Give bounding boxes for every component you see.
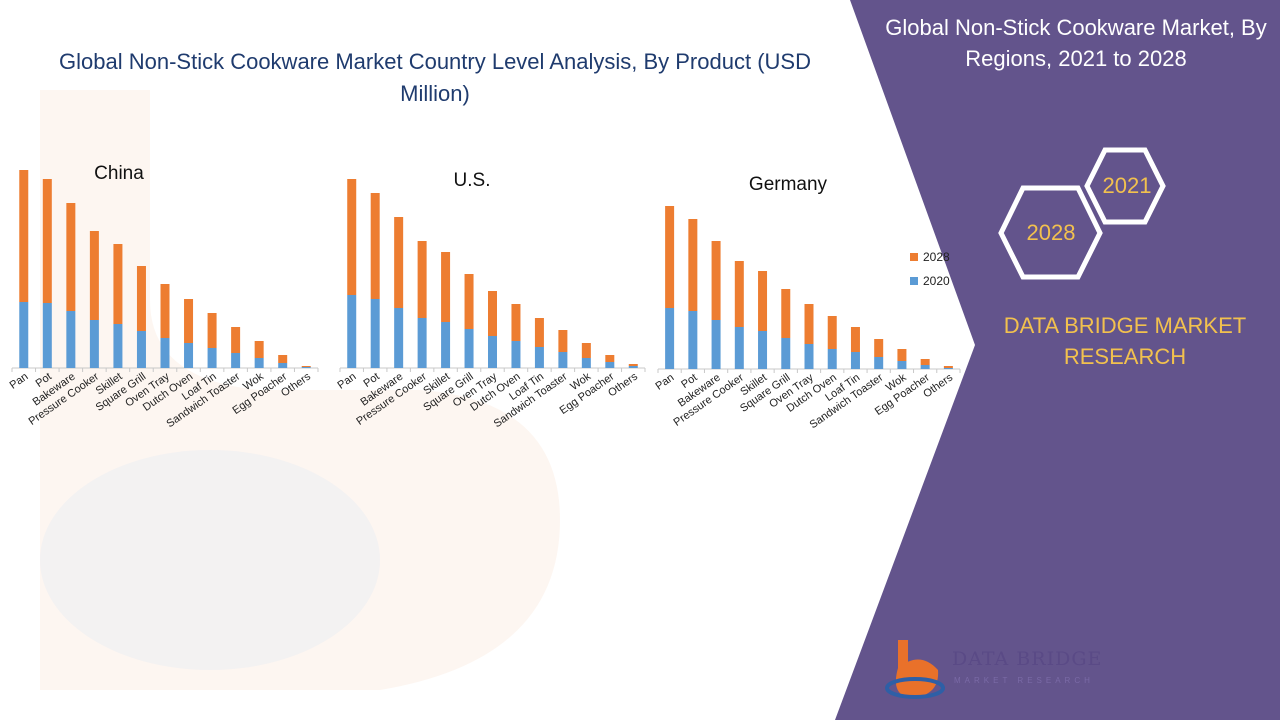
u-s--bar-sandwich-toaster-2020 [558, 352, 568, 368]
germany-bar-others-2020 [943, 368, 953, 369]
legend-label-2028: 2028 [923, 250, 950, 264]
chart-main-title: Global Non-Stick Cookware Market Country… [59, 49, 811, 106]
china-bar-skillet-2020 [113, 324, 123, 368]
u-s--bar-oven-tray-2020 [488, 336, 497, 368]
logo-text: DATA BRIDGE [952, 648, 1103, 670]
china-bar-pot-2028 [42, 179, 52, 303]
u-s--bar-oven-tray-2028 [488, 291, 497, 336]
germany-bar-wok-2028 [897, 349, 907, 361]
u-s--bar-bakeware-2028 [394, 217, 404, 308]
germany-bar-wok-2020 [897, 361, 907, 369]
germany-bar-others-2028 [943, 366, 953, 368]
u-s--bar-loaf-tin-2020 [534, 347, 544, 368]
china-bar-pan-2028 [19, 170, 29, 302]
logo-subtext: MARKET RESEARCH [954, 676, 1094, 685]
u-s--bar-square-grill-2028 [464, 274, 474, 329]
china-bar-bakeware-2020 [66, 311, 76, 368]
u-s--bar-pot-2020 [370, 299, 380, 368]
china-bar-square-grill-2028 [136, 266, 146, 331]
germany-bar-bakeware-2028 [711, 241, 721, 320]
china-bar-sandwich-toaster-2028 [231, 327, 241, 353]
u-s--bar-loaf-tin-2028 [534, 318, 544, 347]
germany-tick-label-pan: Pan [653, 372, 676, 393]
u-s--bar-sandwich-toaster-2028 [558, 330, 568, 352]
side-panel-title: Global Non-Stick Cookware Market, By Reg… [885, 15, 1267, 71]
germany-bar-bakeware-2020 [711, 320, 721, 369]
germany-bar-pan-2020 [665, 308, 675, 369]
germany-bar-pan-2028 [665, 206, 675, 308]
china-bar-pot-2020 [42, 303, 52, 368]
u-s--bar-pressure-cooker-2020 [417, 318, 427, 368]
u-s--bar-dutch-oven-2028 [511, 304, 521, 341]
germany-bar-square-grill-2020 [781, 338, 791, 369]
china-bar-egg-poacher-2020 [278, 363, 288, 368]
logo-mark-icon [885, 640, 945, 699]
germany-bar-loaf-tin-2028 [850, 327, 860, 352]
germany-bar-loaf-tin-2020 [850, 352, 860, 369]
china-tick-label-pan: Pan [8, 371, 31, 392]
china-bar-others-2028 [301, 366, 311, 367]
germany-bar-sandwich-toaster-2020 [874, 357, 884, 369]
germany-bar-dutch-oven-2020 [827, 349, 837, 369]
china-bar-sandwich-toaster-2020 [231, 353, 241, 368]
u-s--bar-wok-2020 [581, 358, 591, 368]
u-s--bar-skillet-2020 [441, 322, 451, 368]
germany-bar-pressure-cooker-2028 [734, 261, 744, 327]
china-bar-square-grill-2020 [136, 331, 146, 368]
germany-chart-title: Germany [749, 174, 828, 195]
china-bar-egg-poacher-2028 [278, 355, 288, 363]
china-bar-dutch-oven-2028 [184, 299, 194, 343]
u-s--bar-wok-2028 [581, 343, 591, 358]
u-s--bar-others-2020 [628, 366, 638, 368]
u-s--tick-label-pan: Pan [336, 371, 359, 392]
china-bar-dutch-oven-2020 [184, 343, 194, 368]
china-chart-title: China [94, 163, 144, 184]
china-bar-bakeware-2028 [66, 203, 76, 311]
china-bar-others-2020 [301, 367, 311, 368]
legend-swatch-2020 [910, 277, 918, 285]
u-s--bar-egg-poacher-2020 [605, 362, 615, 368]
legend-label-2020: 2020 [923, 274, 950, 288]
china-bar-pressure-cooker-2020 [89, 320, 99, 368]
china-bar-pan-2020 [19, 302, 29, 368]
legend-swatch-2028 [910, 253, 918, 261]
u-s--bar-square-grill-2020 [464, 329, 474, 368]
germany-bar-square-grill-2028 [781, 289, 791, 338]
china-bar-pressure-cooker-2028 [89, 231, 99, 320]
u-s--chart-title: U.S. [454, 170, 491, 191]
germany-bar-pot-2020 [688, 311, 698, 369]
china-bar-loaf-tin-2028 [207, 313, 217, 348]
u-s--bar-bakeware-2020 [394, 308, 404, 368]
u-s--bar-pressure-cooker-2028 [417, 241, 427, 318]
germany-bar-skillet-2020 [758, 331, 768, 369]
u-s--bar-pot-2028 [370, 193, 380, 299]
hex-year-2021: 2021 [1102, 173, 1152, 198]
china-bar-oven-tray-2020 [160, 338, 170, 368]
germany-bar-pressure-cooker-2020 [734, 327, 744, 369]
u-s--bar-dutch-oven-2020 [511, 341, 521, 368]
germany-bar-pot-2028 [688, 219, 698, 311]
germany-bar-dutch-oven-2028 [827, 316, 837, 349]
u-s--bar-others-2028 [628, 364, 638, 366]
germany-bar-sandwich-toaster-2028 [874, 339, 884, 357]
germany-bar-skillet-2028 [758, 271, 768, 331]
china-bar-wok-2020 [254, 358, 264, 368]
germany-bar-oven-tray-2028 [804, 304, 814, 344]
china-bar-skillet-2028 [113, 244, 123, 324]
china-bar-loaf-tin-2020 [207, 348, 217, 368]
u-s--bar-pan-2028 [347, 179, 357, 295]
brand-name: DATA BRIDGE MARKET RESEARCH [1003, 313, 1247, 369]
germany-bar-egg-poacher-2028 [920, 359, 930, 365]
u-s--bar-skillet-2028 [441, 252, 451, 322]
china-bar-oven-tray-2028 [160, 284, 170, 338]
u-s--bar-pan-2020 [347, 295, 357, 368]
china-bar-wok-2028 [254, 341, 264, 358]
germany-bar-oven-tray-2020 [804, 344, 814, 369]
hex-year-2028: 2028 [1026, 220, 1076, 245]
germany-bar-egg-poacher-2020 [920, 365, 930, 369]
u-s--bar-egg-poacher-2028 [605, 355, 615, 362]
